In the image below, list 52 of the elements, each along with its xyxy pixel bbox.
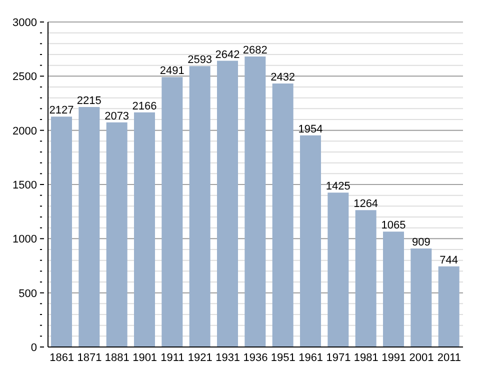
y-tick-label: 1000 bbox=[12, 234, 37, 246]
x-tick-label: 1936 bbox=[243, 352, 268, 364]
bar bbox=[410, 248, 432, 347]
data-label: 2073 bbox=[104, 110, 130, 122]
bar bbox=[162, 77, 183, 347]
x-tick-label: 1921 bbox=[188, 352, 212, 364]
x-tick-label: 1951 bbox=[270, 352, 296, 364]
bar bbox=[300, 135, 321, 347]
x-tick-label: 2001 bbox=[409, 352, 434, 364]
y-tick-label: 1500 bbox=[12, 180, 37, 192]
x-tick-label: 1961 bbox=[298, 352, 324, 364]
x-tick-label: 1881 bbox=[104, 352, 130, 364]
y-tick-label: 2500 bbox=[12, 71, 37, 84]
bar bbox=[134, 112, 155, 347]
data-label: 2642 bbox=[215, 48, 240, 61]
y-tick-label: 500 bbox=[18, 288, 37, 300]
bar bbox=[189, 66, 210, 347]
bar bbox=[106, 122, 128, 347]
data-label: 2593 bbox=[188, 54, 212, 66]
data-label: 1264 bbox=[354, 198, 378, 210]
x-tick-label: 1931 bbox=[216, 352, 240, 364]
y-tick-label: 0 bbox=[30, 342, 37, 354]
x-tick-label: 2011 bbox=[437, 352, 461, 364]
bar bbox=[438, 266, 460, 347]
bar bbox=[272, 84, 294, 347]
data-label: 2682 bbox=[242, 44, 268, 56]
data-label: 744 bbox=[440, 254, 458, 266]
bar bbox=[355, 210, 376, 347]
data-label: 2166 bbox=[132, 100, 157, 112]
bar bbox=[383, 232, 404, 347]
y-tick-label: 2000 bbox=[12, 125, 37, 138]
bar bbox=[244, 56, 266, 347]
bar bbox=[78, 107, 100, 347]
x-tick-label: 1911 bbox=[160, 352, 184, 364]
data-label: 2432 bbox=[270, 72, 296, 84]
x-tick-label: 1861 bbox=[50, 352, 74, 364]
bar bbox=[217, 60, 238, 347]
bar bbox=[51, 116, 72, 347]
x-tick-label: 1901 bbox=[132, 352, 158, 364]
x-tick-label: 1981 bbox=[354, 352, 378, 364]
bar bbox=[328, 192, 349, 347]
y-tick-label: 3000 bbox=[12, 17, 37, 29]
x-tick-label: 1871 bbox=[77, 352, 102, 364]
x-tick-label: 1991 bbox=[382, 352, 406, 364]
x-tick-label: 1971 bbox=[326, 352, 351, 364]
data-label: 1065 bbox=[381, 220, 406, 232]
data-label: 2127 bbox=[49, 104, 74, 117]
data-label: 909 bbox=[412, 236, 430, 249]
data-label: 1425 bbox=[326, 180, 350, 193]
data-label: 2491 bbox=[160, 65, 184, 78]
data-label: 2215 bbox=[76, 95, 102, 108]
data-label: 1954 bbox=[298, 123, 323, 136]
